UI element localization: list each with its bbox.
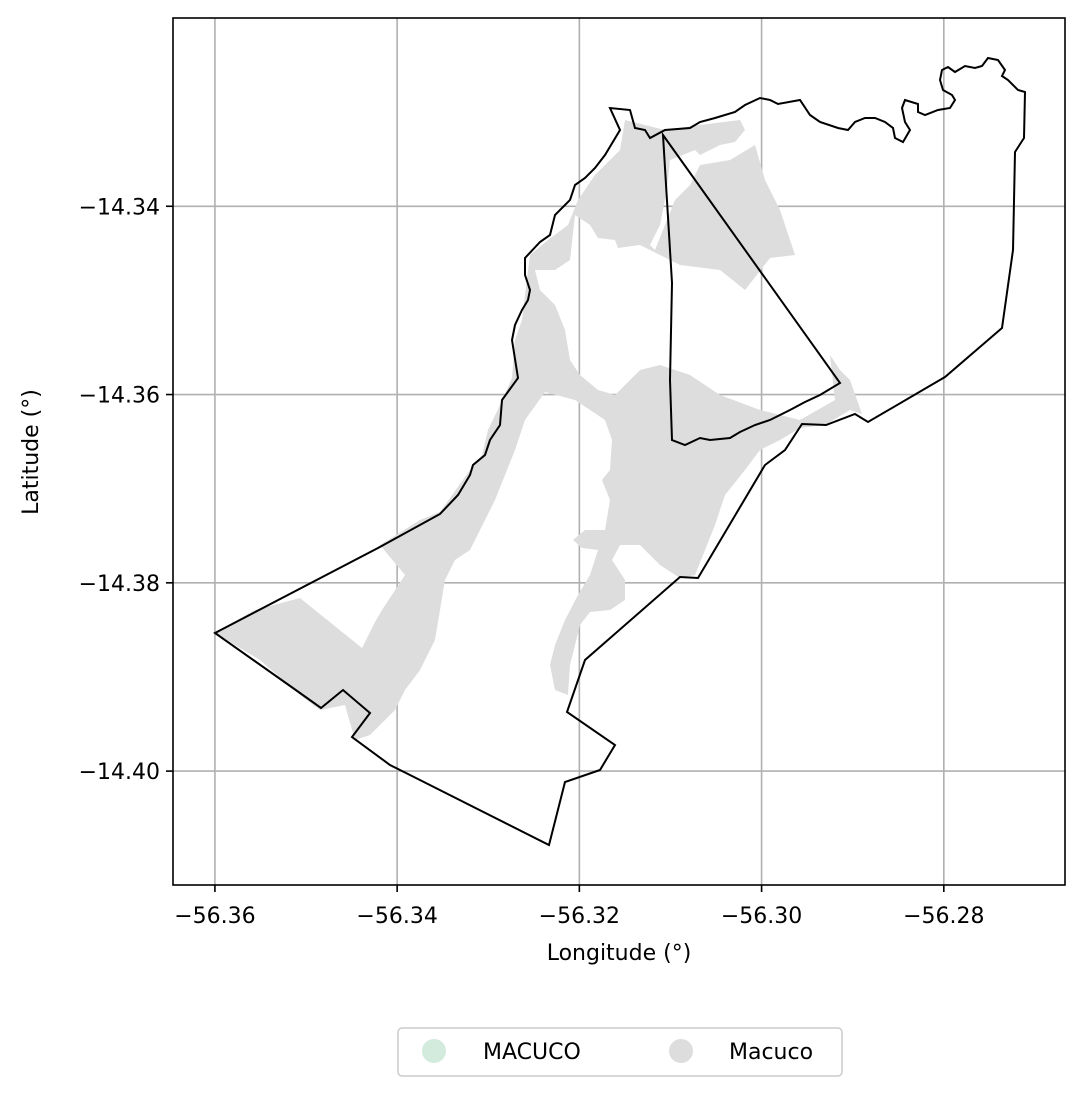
legend-label-macuco-upper: MACUCO	[483, 1040, 581, 1065]
macuco-boundary-outer	[213, 56, 1027, 847]
axes-frame	[172, 17, 1066, 886]
y-tick-label: −14.38	[79, 572, 160, 597]
legend: MACUCO Macuco	[397, 1027, 843, 1077]
legend-box	[397, 1027, 843, 1077]
legend-swatch-macuco-upper	[422, 1039, 446, 1063]
macuco-boundary-triangle	[661, 131, 842, 447]
x-axis-label: Longitude (°)	[547, 941, 692, 966]
map-layers	[213, 56, 1027, 847]
legend-swatch-macuco	[669, 1039, 693, 1063]
x-tick-label: −56.34	[356, 904, 437, 929]
y-tick-label: −14.34	[79, 195, 160, 220]
ticks-layer: −56.36 −56.34 −56.32 −56.30 −56.28 −14.34 −14.…	[79, 195, 985, 929]
x-tick-label: −56.32	[539, 904, 620, 929]
macuco-region-main	[215, 120, 862, 740]
x-tick-label: −56.28	[903, 904, 984, 929]
x-tick-label: −56.36	[174, 904, 255, 929]
y-tick-label: −14.36	[79, 384, 160, 409]
y-axis-label: Latitude (°)	[19, 389, 44, 515]
x-tick-label: −56.30	[721, 904, 802, 929]
legend-label-macuco: Macuco	[729, 1040, 813, 1065]
y-tick-label: −14.40	[79, 760, 160, 785]
